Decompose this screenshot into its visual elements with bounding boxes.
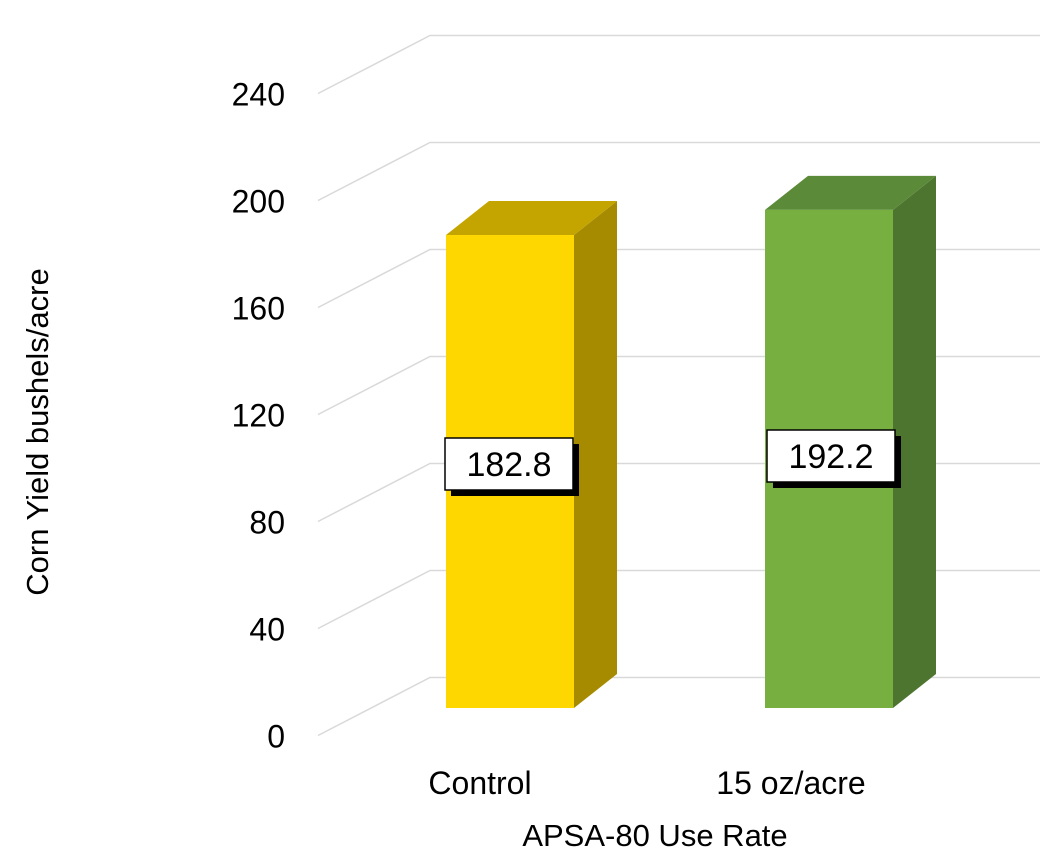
bar-top [446,201,617,236]
x-tick-label: 15 oz/acre [716,765,865,801]
y-tick-label: 40 [249,612,285,648]
y-tick-label: 120 [232,398,285,434]
data-label-box [444,437,574,491]
bar-top [765,175,936,210]
data-label-value: 182.8 [466,446,551,484]
y-axis-title: Corn Yield bushels/acre [20,268,55,595]
y-tick-label: 200 [232,184,285,220]
gridline [317,34,1040,95]
gridlines [317,34,1040,737]
x-axis-ticks: Control 15 oz/acre [428,765,865,801]
data-label: 192.2 [766,429,901,488]
y-tick-label: 0 [267,719,285,755]
y-tick-label: 240 [232,77,285,113]
gridline [317,141,1040,202]
bar-side [893,175,936,709]
data-labels: 182.8 192.2 [444,429,901,496]
gridline [317,676,1040,737]
data-label-box [766,429,896,483]
bar-side [574,201,617,708]
data-label-value: 192.2 [788,438,873,476]
x-axis-title: APSA-80 Use Rate [522,818,787,853]
y-tick-label: 160 [232,291,285,327]
y-tick-label: 80 [249,505,285,541]
x-tick-label: Control [428,765,531,801]
data-label: 182.8 [444,437,579,496]
y-axis-ticks: 0 40 80 120 160 200 240 [232,77,285,755]
